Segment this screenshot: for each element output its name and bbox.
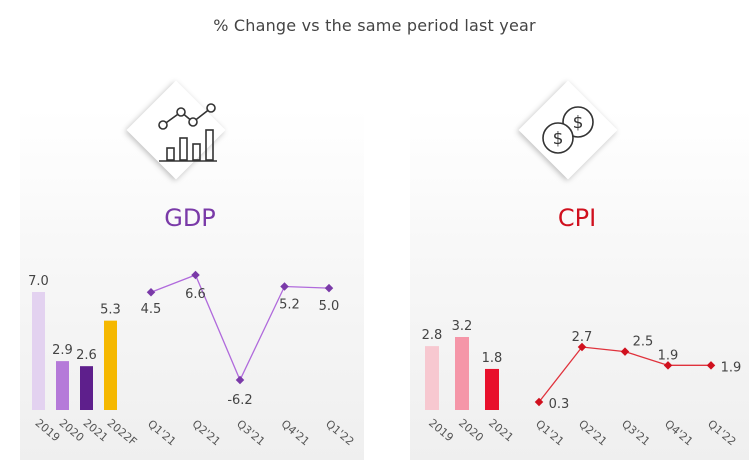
cpi-quarterly-point [620, 347, 630, 356]
gdp-quarterly-point [280, 282, 289, 291]
coins-dollar-icon: $ $ [542, 106, 594, 154]
cpi-quarterly-value-label: 2.7 [572, 330, 593, 345]
gdp-annual-tick-label: 2021 [81, 416, 111, 444]
cpi-annual-tick-label: 2019 [426, 416, 456, 444]
gdp-annual-value-label: 2.9 [52, 343, 73, 358]
cpi-quarterly-tick-label: Q1'21 [533, 417, 566, 448]
gdp-quarterly-point [324, 283, 334, 293]
cpi-quarterly-point [706, 361, 716, 370]
gdp-quarterly-tick-label: Q1'22 [323, 417, 356, 448]
gdp-quarterly-value-label: 6.6 [185, 287, 206, 302]
cpi-annual-bar [425, 346, 439, 410]
gdp-quarterly-tick-label: Q3'21 [234, 417, 267, 448]
gdp-panel [20, 108, 364, 460]
cpi-annual-bar [485, 368, 499, 410]
gdp-quarterly-value-label: 5.0 [319, 299, 340, 314]
svg-text:$: $ [553, 129, 564, 149]
cpi-quarterly-value-label: 0.3 [549, 397, 570, 412]
cpi-quarterly-point [534, 397, 544, 407]
cpi-annual-value-label: 1.8 [482, 351, 503, 366]
gdp-annual-bar [80, 366, 93, 410]
cpi-quarterly-tick-label: Q3'21 [619, 417, 652, 448]
gdp-quarterly-value-label: 5.2 [279, 297, 300, 312]
gdp-annual-value-label: 2.6 [76, 348, 97, 363]
cpi-annual-tick-label: 2020 [456, 416, 486, 444]
gdp-annual-tick-label: 2020 [57, 416, 87, 444]
gdp-annual-bar [32, 292, 45, 410]
bar-line-chart-icon [158, 103, 217, 162]
cpi-quarterly-tick-label: Q2'21 [576, 417, 609, 448]
cpi-quarterly-value-label: 1.9 [658, 348, 679, 363]
gdp-quarterly-point [191, 270, 200, 280]
gdp-annual-bar [56, 361, 69, 410]
gdp-annual-tick-label: 2019 [33, 416, 63, 444]
gdp-quarterly-point [235, 375, 245, 385]
cpi-annual-value-label: 3.2 [452, 319, 473, 334]
cpi-quarterly-value-label: 2.5 [633, 335, 654, 350]
cpi-title: CPI [557, 204, 597, 232]
gdp-quarterly-tick-label: Q4'21 [279, 417, 312, 448]
cpi-annual-bar [455, 337, 469, 410]
gdp-quarterly-series-line [150, 274, 330, 382]
gdp-quarterly-tick-label: Q1'21 [145, 417, 178, 448]
gdp-quarterly-point [146, 287, 156, 297]
gdp-quarterly-value-label: 4.5 [141, 302, 162, 317]
gdp-quarterly-value-label: -6.2 [227, 393, 252, 408]
cpi-quarterly-point [577, 342, 587, 352]
cpi-quarterly-tick-label: Q4'21 [662, 417, 695, 448]
cpi-quarterly-value-label: 1.9 [721, 360, 742, 375]
cpi-quarterly-tick-label: Q1'22 [705, 417, 738, 448]
cpi-annual-value-label: 2.8 [422, 328, 443, 343]
gdp-annual-tick-label: 2022F [105, 416, 140, 448]
cpi-annual-tick-label: 2021 [486, 416, 516, 444]
cpi-quarterly-point [663, 361, 673, 370]
gdp-annual-value-label: 7.0 [28, 274, 49, 289]
gdp-title: GDP [164, 204, 216, 232]
svg-text:$: $ [573, 113, 584, 133]
gdp-annual-bar [104, 320, 117, 410]
gdp-quarterly-tick-label: Q2'21 [190, 417, 223, 448]
page-title: % Change vs the same period last year [213, 16, 536, 35]
gdp-annual-value-label: 5.3 [100, 303, 121, 318]
